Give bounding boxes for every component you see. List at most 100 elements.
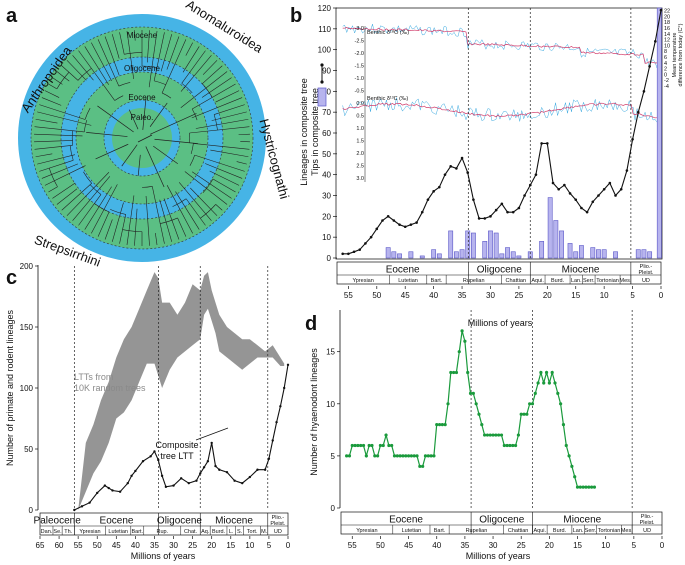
lineage-point [341, 252, 344, 256]
hyaenodont-point [409, 454, 413, 458]
tips-bar [493, 232, 499, 259]
tree-tip-branch [119, 32, 125, 55]
stage-label: Bart. [434, 528, 446, 534]
lineage-points [341, 8, 663, 256]
composite-point [275, 420, 278, 424]
tree-tip-branch [34, 133, 83, 137]
stage-label: UD [274, 529, 282, 535]
right-tick-label: 8 [664, 49, 667, 55]
isotope-inset: -3.0 -2.5 -2.0 -1.5 -1.0 -0.5 0.0 0.5 1.0 1.5 2.0 2… [342, 23, 660, 182]
b-x-label: Millions of years [468, 318, 533, 328]
panel-d-label: d [305, 313, 317, 335]
lineage-point [386, 215, 390, 218]
x-tick-label: 55 [74, 541, 83, 550]
y-tick-label: 60 [322, 129, 331, 138]
tree-tip-branch [56, 188, 78, 205]
x-tick-label: 5 [267, 541, 272, 550]
lineage-point [659, 8, 663, 12]
tree-tip-branch [159, 199, 173, 242]
hyaenodont-point [415, 454, 419, 458]
tree-tip-branch [178, 182, 212, 221]
tree-tip-branch [48, 83, 58, 90]
right-tick-label: 20 [664, 14, 670, 20]
tree-tip-branch [160, 34, 173, 72]
stage-label: L. [229, 529, 234, 535]
tips-bar [539, 241, 545, 259]
x-tick-label: 20 [545, 541, 554, 550]
inset-tick-label: 1.5 [356, 139, 364, 145]
right-tick-label: 14 [664, 32, 670, 38]
tips-bar [510, 251, 516, 259]
tree-tip-branch [35, 118, 58, 124]
hyaenodont-point [367, 443, 371, 448]
epoch-label: Oligocene [157, 516, 202, 527]
lineage-point [608, 181, 612, 185]
tree-tip-branch [91, 184, 118, 234]
lineage-point [625, 169, 629, 172]
right-tick-label: 22 [664, 9, 670, 15]
lineage-point [472, 198, 475, 201]
hyaenodont-point [376, 454, 380, 458]
tree-arc [124, 52, 143, 55]
stage-label: Rup. [156, 529, 168, 535]
tree-tip-branch [35, 153, 53, 158]
tree-arc [114, 95, 124, 101]
y-tick-label: 90 [322, 67, 331, 76]
tree-arc [181, 83, 193, 93]
random-trees-annotation: LTTs from 10K random trees [74, 372, 146, 393]
composite-point [111, 489, 114, 492]
lineage-point [636, 110, 640, 114]
x-tick-label: 0 [660, 541, 665, 550]
tree-arc [141, 186, 153, 188]
hyaenodont-point [513, 443, 518, 448]
lineage-point [477, 217, 481, 220]
lineage-point [449, 165, 452, 168]
lineage-point [369, 235, 373, 239]
tree-tip-branch [104, 36, 120, 76]
lineage-point [375, 227, 379, 231]
lineage-point [614, 194, 617, 197]
tips-bar [436, 253, 442, 259]
hyaenodont-point [525, 412, 529, 416]
lineage-point [466, 171, 470, 174]
stage-label: Ypresian [352, 278, 373, 284]
lineage-point [523, 194, 526, 197]
lineage-point [438, 185, 441, 189]
y-tick-label: 50 [24, 445, 33, 454]
tree-tip-branch [215, 90, 240, 103]
hyaenodont-point [423, 454, 428, 458]
tree-tip-branch [211, 111, 247, 121]
epoch-label: Plio.- [640, 264, 653, 270]
hyaenodont-point [353, 443, 357, 448]
tips-bar [567, 243, 573, 259]
tree-tip-branch [210, 149, 249, 158]
composite-annotation-pointer [195, 427, 229, 441]
hyaenodont-point [499, 433, 504, 437]
tree-tip-branch [192, 83, 236, 110]
stage-label: UD [642, 278, 650, 284]
epoch-label: Eocene [386, 265, 420, 276]
hyaenodont-point [449, 370, 453, 375]
lineage-point [460, 156, 464, 160]
lineage-point [574, 198, 578, 201]
tree-tip-branch [41, 163, 79, 179]
tree-tip-branch [201, 77, 232, 98]
tips-bar [590, 247, 596, 259]
tree-tip-branch [39, 104, 86, 120]
right-tick-label: 10 [664, 43, 670, 49]
x-tick-label: 15 [571, 291, 580, 300]
lineage-point [585, 210, 589, 214]
tree-tip-branch [34, 126, 85, 133]
lineage-point [483, 217, 487, 220]
y-tick-label: 110 [318, 25, 331, 34]
tree-tip-branch [166, 185, 193, 234]
composite-point [256, 468, 259, 471]
c-y-axis: 0 50 100 150 200 [20, 262, 38, 515]
right-tick-label: 6 [664, 55, 667, 61]
panel-b-label: b [290, 5, 302, 27]
composite-point [141, 460, 145, 463]
hyaenodont-point [395, 454, 399, 458]
lineage-point [517, 206, 521, 210]
tree-tip-branch [145, 195, 150, 246]
tree-tip-branch [52, 182, 76, 199]
